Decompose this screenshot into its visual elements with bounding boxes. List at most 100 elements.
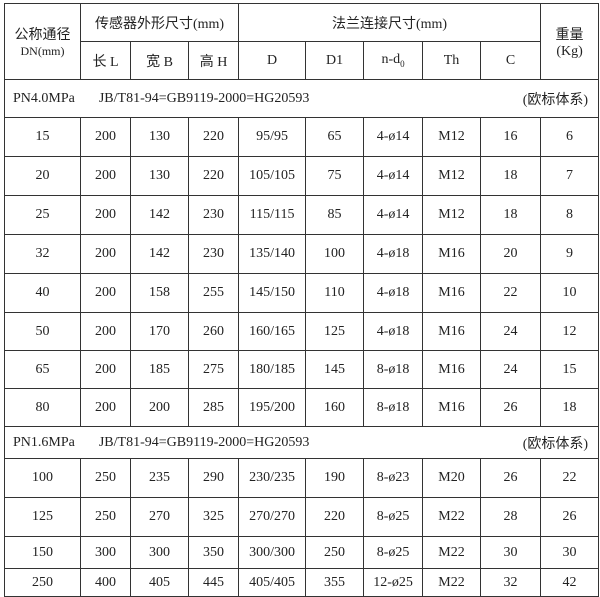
table-cell: 12-ø25	[363, 568, 424, 597]
table-cell: 350	[187, 536, 240, 569]
table-cell: 18	[540, 388, 600, 427]
table-cell: 7	[540, 156, 600, 196]
table-cell: 8-ø18	[363, 350, 424, 389]
table-cell: 85	[305, 195, 365, 235]
table-cell: 405/405	[238, 568, 307, 597]
table-cell: 20	[4, 156, 81, 196]
table-cell: 22	[480, 273, 542, 313]
table-row: 20 200 130 220 105/105 75 4-ø14 M12 18 7	[4, 156, 600, 196]
table-cell: 160	[305, 388, 365, 427]
table-cell: M22	[422, 568, 482, 597]
table-cell: 230	[187, 234, 240, 274]
table-cell: 300	[130, 536, 189, 569]
table-row: 50 200 170 260 160/165 125 4-ø18 M16 24 12	[4, 312, 600, 351]
table-cell: 125	[305, 312, 365, 351]
table-cell: 105/105	[238, 156, 307, 196]
standard: JB/T81-94=GB9119-2000=HG20593	[98, 434, 310, 450]
table-cell: 6	[540, 117, 600, 157]
table-cell: 4-ø18	[363, 234, 424, 274]
table-cell: 190	[305, 458, 365, 498]
table-cell: 125	[4, 497, 81, 537]
table-cell: 405	[130, 568, 189, 597]
table-cell: 28	[480, 497, 542, 537]
table-row: 80 200 200 285 195/200 160 8-ø18 M16 26 18	[4, 388, 600, 427]
table-cell: 250	[80, 497, 131, 537]
table-cell: 4-ø14	[363, 117, 424, 157]
table-cell: 270	[130, 497, 189, 537]
table-cell: 250	[305, 536, 365, 569]
table-cell: 130	[130, 156, 189, 196]
table-cell: 8-ø25	[363, 536, 424, 569]
table-cell: 200	[80, 350, 131, 389]
table-cell: 200	[130, 388, 189, 427]
section-row: PN1.6MPa JB/T81-94=GB9119-2000=HG20593 (欧标…	[3, 426, 600, 459]
table-row: 40 200 158 255 145/150 110 4-ø18 M16 22 10	[4, 273, 600, 313]
table-cell: 15	[4, 117, 81, 157]
table-cell: 4-ø14	[363, 195, 424, 235]
table-cell: 26	[480, 388, 542, 427]
col-width: 宽 B	[130, 41, 189, 80]
table-cell: 100	[305, 234, 365, 274]
standard-system: (欧标体系)	[522, 92, 589, 108]
table-cell: 325	[187, 497, 240, 537]
table-cell: 290	[187, 458, 240, 498]
table-cell: 220	[305, 497, 365, 537]
table-cell: 4-ø14	[363, 156, 424, 196]
table-cell: M12	[422, 195, 482, 235]
table-cell: 8	[540, 195, 600, 235]
table-cell: 16	[480, 117, 542, 157]
standard-system: (欧标体系)	[522, 436, 589, 452]
table-cell: 445	[187, 568, 240, 597]
table-cell: 300	[80, 536, 131, 569]
table-cell: 400	[80, 568, 131, 597]
table-cell: 200	[80, 234, 131, 274]
table-cell: 40	[4, 273, 81, 313]
col-nd: n-d0	[363, 41, 424, 80]
table-cell: 160/165	[238, 312, 307, 351]
weight-header: 重量 (Kg)	[540, 3, 600, 80]
table-cell: M16	[422, 312, 482, 351]
table-cell: 12	[540, 312, 600, 351]
table-cell: 95/95	[238, 117, 307, 157]
pressure-rating: PN1.6MPa	[13, 434, 75, 450]
table-cell: 20	[480, 234, 542, 274]
dn-header: 公称通径 DN(mm)	[4, 3, 81, 80]
table-cell: 110	[305, 273, 365, 313]
table-cell: 18	[480, 156, 542, 196]
table-cell: 170	[130, 312, 189, 351]
table-cell: 26	[540, 497, 600, 537]
table-cell: 200	[80, 156, 131, 196]
table-cell: 80	[4, 388, 81, 427]
table-row: 100 250 235 290 230/235 190 8-ø23 M20 26 22	[4, 458, 600, 498]
table-cell: 75	[305, 156, 365, 196]
table-cell: 250	[4, 568, 81, 597]
table-row: 65 200 185 275 180/185 145 8-ø18 M16 24 15	[4, 350, 600, 389]
table-row: 32 200 142 230 135/140 100 4-ø18 M16 20 9	[4, 234, 600, 274]
table-cell: 4-ø18	[363, 273, 424, 313]
table-cell: 300/300	[238, 536, 307, 569]
table-cell: M22	[422, 536, 482, 569]
table-cell: 255	[187, 273, 240, 313]
sensor-dimensions-header: 传感器外形尺寸(mm)	[79, 3, 240, 42]
table-cell: 15	[540, 350, 600, 389]
table-cell: 180/185	[238, 350, 307, 389]
table-cell: 235	[130, 458, 189, 498]
col-d1: D1	[305, 41, 365, 80]
table-cell: 150	[4, 536, 81, 569]
table-cell: 32	[480, 568, 542, 597]
table-cell: 200	[80, 117, 131, 157]
table-cell: M16	[422, 234, 482, 274]
table-cell: 50	[4, 312, 81, 351]
col-c: C	[480, 41, 542, 80]
table-cell: M22	[422, 497, 482, 537]
table-cell: 145	[305, 350, 365, 389]
flange-spec-table: 公称通径 DN(mm) 传感器外形尺寸(mm) 法兰连接尺寸(mm) 重量 (Kg)…	[3, 3, 600, 597]
table-cell: 270/270	[238, 497, 307, 537]
table-row: 250 400 405 445 405/405 355 12-ø25 M22 32 42	[4, 568, 600, 597]
table-cell: 195/200	[238, 388, 307, 427]
table-cell: 220	[187, 117, 240, 157]
table-cell: 65	[305, 117, 365, 157]
table-cell: 8-ø18	[363, 388, 424, 427]
table-cell: 22	[540, 458, 600, 498]
table-cell: 42	[540, 568, 600, 597]
